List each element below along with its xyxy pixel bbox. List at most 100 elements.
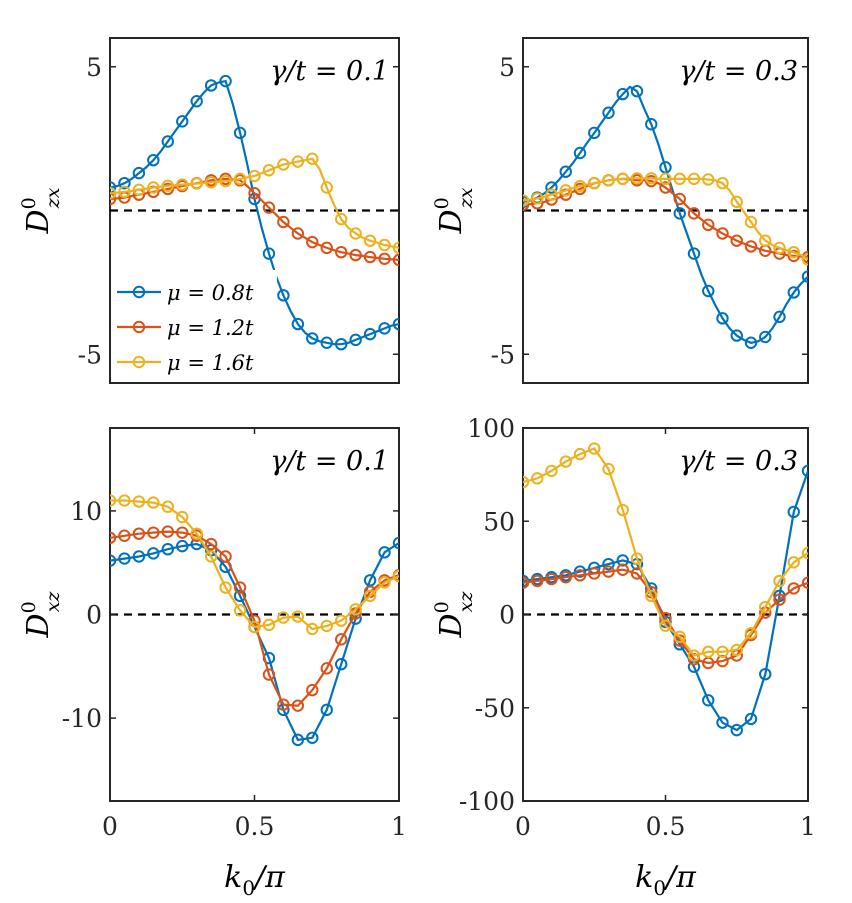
series-group [523, 442, 808, 737]
legend-marker [132, 285, 146, 299]
data-point [573, 565, 587, 578]
data-point [659, 161, 672, 174]
data-point [248, 620, 261, 634]
data-point [773, 574, 786, 588]
y-tick-label: -5 [78, 340, 102, 369]
data-point [773, 310, 786, 324]
data-point [545, 572, 558, 586]
data-point [588, 567, 601, 580]
data-point [306, 731, 319, 744]
data-point [291, 317, 305, 331]
data-point [659, 619, 672, 632]
data-point [392, 253, 399, 267]
data-point [262, 164, 276, 177]
data-point [392, 317, 399, 331]
data-point [306, 235, 319, 249]
data-point [616, 172, 629, 186]
data-point [190, 177, 203, 190]
legend: μ = 0.8t μ = 1.2t μ = 1.6t [111, 270, 277, 382]
data-point [335, 337, 348, 351]
data-point [523, 198, 530, 211]
data-point [335, 212, 348, 226]
data-point [573, 447, 587, 461]
data-point [118, 529, 131, 542]
data-point [110, 554, 117, 567]
data-point [349, 227, 362, 240]
data-point [349, 333, 362, 347]
data-point [176, 115, 189, 128]
data-point [716, 312, 729, 325]
data-point [787, 245, 800, 259]
data-point [320, 662, 333, 675]
data-point [233, 604, 247, 617]
x-axis-label: k0/π [224, 860, 286, 900]
data-point [545, 181, 558, 194]
data-point [523, 475, 530, 489]
data-point [602, 106, 615, 119]
y-axis-label: D0 zx [18, 187, 64, 234]
data-point [233, 581, 247, 594]
data-point [588, 126, 601, 140]
data-point [559, 184, 572, 197]
data-point [291, 155, 305, 168]
data-point [730, 643, 743, 657]
data-point [702, 645, 715, 658]
data-point [759, 330, 772, 344]
data-point [773, 241, 786, 255]
y-tick-label: 0 [86, 601, 102, 630]
data-point [744, 215, 758, 229]
data-point [190, 527, 203, 540]
data-point [702, 218, 715, 232]
y-axis-label: D0 zx [431, 187, 477, 234]
data-point [277, 158, 290, 171]
data-point [248, 169, 261, 183]
x-axis-label-tail: /π [252, 860, 286, 895]
data-point [378, 238, 391, 252]
data-point [118, 176, 131, 190]
legend-entry: μ = 1.6t [167, 351, 254, 375]
data-point [132, 183, 146, 197]
legend-entry: μ = 0.8t [167, 281, 254, 305]
data-point [531, 192, 544, 205]
data-point [147, 526, 160, 539]
data-point [616, 503, 629, 517]
data-point [219, 581, 232, 594]
data-point [204, 550, 218, 563]
x-tick-label: 1 [391, 812, 407, 841]
data-point [161, 543, 175, 556]
y-tick-label: 100 [467, 414, 515, 443]
x-tick-label: 0.5 [235, 812, 275, 841]
x-axis-label-main: k [635, 860, 653, 895]
data-point [573, 179, 587, 193]
data-point [673, 634, 686, 647]
data-point [320, 241, 333, 255]
data-point [616, 554, 629, 567]
y-axis-label-sub: zx [42, 187, 64, 209]
data-point [602, 557, 615, 571]
data-point [306, 332, 319, 345]
data-point [363, 589, 377, 603]
data-point [277, 698, 290, 711]
x-tick-label: 0 [102, 812, 118, 841]
data-point [759, 667, 772, 681]
y-axis-label-main: D [434, 613, 469, 638]
y-tick-label: -10 [62, 704, 102, 733]
data-point [545, 464, 558, 478]
data-point [248, 187, 261, 200]
data-point [730, 329, 743, 342]
x-tick-label: 1 [800, 812, 816, 841]
data-point [687, 172, 701, 186]
data-point [291, 733, 305, 747]
data-point [602, 565, 615, 578]
data-point [730, 723, 743, 737]
y-axis-label-main: D [21, 209, 56, 234]
data-point [219, 74, 232, 88]
data-point [787, 249, 800, 263]
data-point [147, 547, 160, 560]
data-point [291, 610, 305, 623]
data-point [233, 589, 247, 603]
data-point [147, 181, 160, 194]
data-point [118, 494, 131, 507]
y-tick-label: 5 [499, 53, 515, 82]
data-point [559, 571, 572, 584]
